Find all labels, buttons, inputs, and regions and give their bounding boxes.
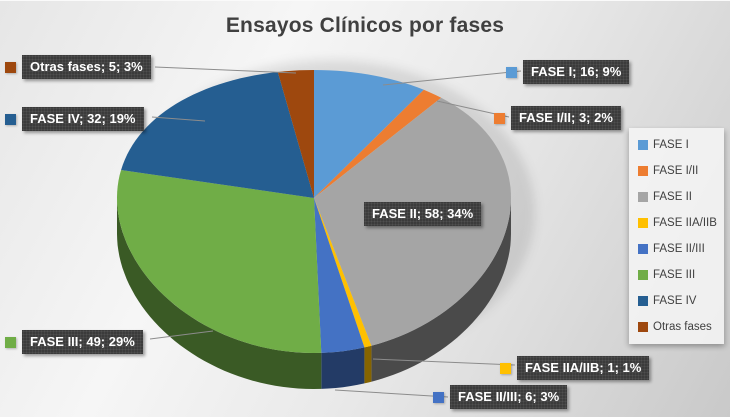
legend-swatch-fase-iia-iib [638, 218, 648, 228]
data-label-fase-i-ii[interactable]: FASE I/II; 3; 2% [494, 106, 621, 130]
legend-label: FASE II [653, 191, 692, 203]
legend-item-fase-iv[interactable]: FASE IV [638, 295, 717, 307]
data-label-marker-fase-i [506, 67, 517, 78]
data-label-fase-iii[interactable]: FASE III; 49; 29% [5, 330, 143, 354]
legend-item-fase-i-ii[interactable]: FASE I/II [638, 165, 717, 177]
legend-swatch-fase-ii [638, 192, 648, 202]
data-label-fase-iia-iib[interactable]: FASE IIA/IIB; 1; 1% [500, 356, 650, 380]
legend-item-otras-fases[interactable]: Otras fases [638, 321, 717, 333]
data-label-text: FASE II; 58; 34% [372, 206, 474, 221]
data-label-text: FASE III; 49; 29% [30, 334, 135, 349]
legend-label: Otras fases [653, 321, 712, 333]
data-label-fase-ii-iii[interactable]: FASE II/III; 6; 3% [433, 385, 568, 409]
data-label-marker-fase-i-ii [494, 113, 505, 124]
data-label-text: FASE IIA/IIB; 1; 1% [525, 360, 642, 375]
data-label-marker-fase-iv [5, 114, 16, 125]
data-label-fase-i[interactable]: FASE I; 16; 9% [506, 60, 630, 84]
data-label-fase-iv[interactable]: FASE IV; 32; 19% [5, 107, 144, 131]
pie-slice-side-fase-iia-iib [364, 345, 372, 384]
legend-swatch-fase-i [638, 140, 648, 150]
data-label-marker-fase-iii [5, 337, 16, 348]
chart-legend: FASE I FASE I/II FASE II FASE IIA/IIB FASE I… [629, 128, 724, 344]
legend-item-fase-iii[interactable]: FASE III [638, 269, 717, 281]
pie-slice-fase-ii-iii[interactable] [314, 198, 365, 353]
pie-slice-fase-iii[interactable] [117, 170, 322, 353]
legend-label: FASE IIA/IIB [653, 217, 717, 229]
data-label-text: FASE IV; 32; 19% [30, 111, 136, 126]
legend-swatch-fase-i-ii [638, 166, 648, 176]
legend-item-fase-ii-iii[interactable]: FASE II/III [638, 243, 717, 255]
leader-line-fase-i [382, 70, 522, 86]
data-label-fase-ii[interactable]: FASE II; 58; 34% [364, 202, 482, 226]
legend-item-fase-iia-iib[interactable]: FASE IIA/IIB [638, 217, 717, 229]
data-label-otras-fases[interactable]: Otras fases; 5; 3% [5, 55, 151, 79]
legend-label: FASE I [653, 139, 689, 151]
pie-slice-fase-i[interactable] [314, 70, 424, 198]
pie-slice-fase-iv[interactable] [121, 72, 314, 198]
leader-line-fase-iii [149, 330, 214, 340]
legend-swatch-fase-iii [638, 270, 648, 280]
pie-slice-side-fase-ii [371, 198, 511, 382]
pie-slice-side-fase-ii-iii [321, 347, 365, 389]
legend-label: FASE II/III [653, 243, 705, 255]
data-label-text: FASE I/II; 3; 2% [519, 110, 613, 125]
legend-swatch-fase-ii-iii [638, 244, 648, 254]
pie-slice-otras-fases[interactable] [277, 70, 314, 198]
pie-slice-side-fase-iii [117, 198, 322, 389]
data-label-text: FASE I; 16; 9% [531, 64, 622, 79]
pie-slice-fase-i-ii[interactable] [314, 89, 442, 198]
legend-item-fase-i[interactable]: FASE I [638, 139, 717, 151]
legend-label: FASE IV [653, 295, 697, 307]
pie-slice-fase-iia-iib[interactable] [314, 198, 372, 348]
legend-swatch-otras-fases [638, 322, 648, 332]
leader-line-fase-iia-iib [372, 358, 516, 366]
leader-line-fase-ii-iii [334, 389, 449, 398]
leader-line-fase-iv [151, 116, 206, 122]
legend-label: FASE III [653, 269, 696, 281]
data-label-text: FASE II/III; 6; 3% [458, 389, 560, 404]
data-label-text: Otras fases; 5; 3% [30, 59, 143, 74]
chart-title[interactable]: Ensayos Clínicos por fases [225, 14, 505, 37]
data-label-marker-otras-fases [5, 62, 16, 73]
leader-line-otras-fases [154, 66, 297, 74]
legend-swatch-fase-iv [638, 296, 648, 306]
legend-item-fase-ii[interactable]: FASE II [638, 191, 717, 203]
legend-label: FASE I/II [653, 165, 699, 177]
data-label-marker-fase-ii-iii [433, 392, 444, 403]
data-label-marker-fase-iia-iib [500, 363, 511, 374]
